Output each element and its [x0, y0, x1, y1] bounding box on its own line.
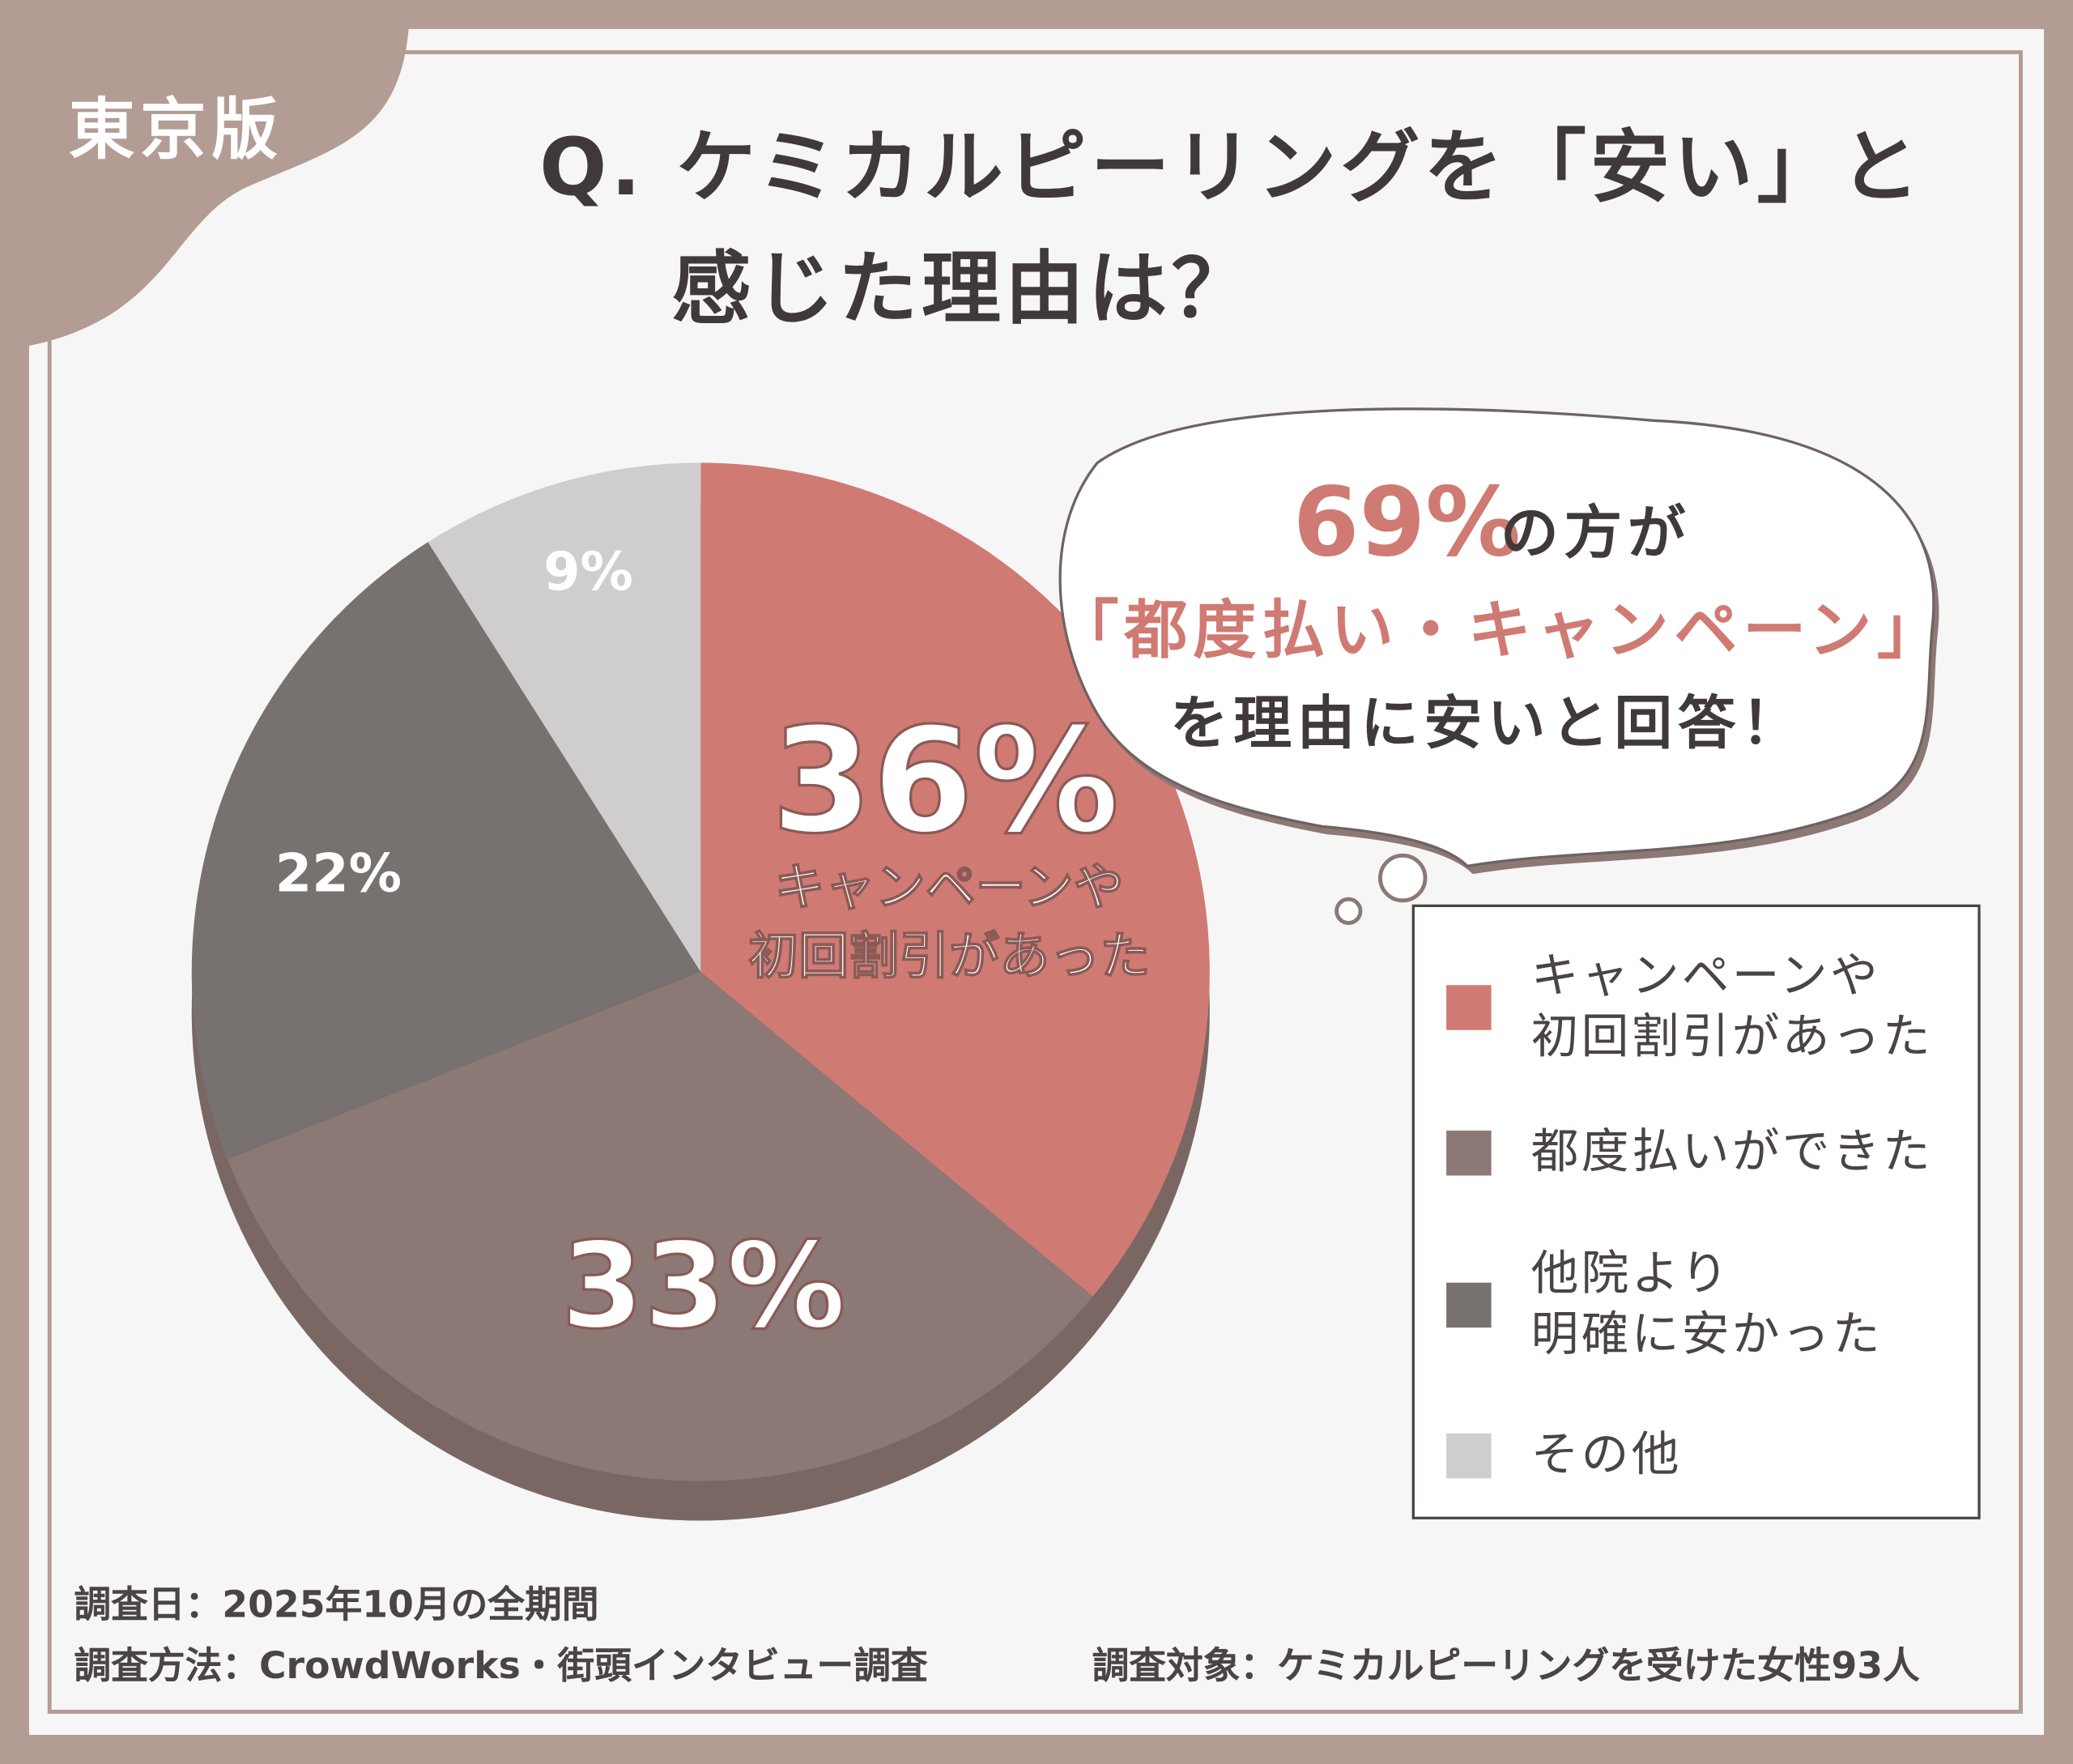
legend-swatch [1446, 1282, 1492, 1328]
legend-swatch [1446, 1433, 1492, 1479]
legend-item: キャンペーンや 初回割引があった [1446, 947, 1933, 1068]
callout-line2: 「都度払い・キャンペーン」 [1055, 594, 1946, 667]
slice-inline-label: 初回割引があった [748, 927, 1150, 986]
title-line-2: 感じた理由は？ [671, 243, 1255, 336]
legend-swatch [1446, 985, 1492, 1030]
region-badge: 東京版 [68, 91, 283, 168]
legend-item: 都度払いができた [1446, 1123, 1933, 1183]
legend-item: その他 [1446, 1425, 1682, 1486]
legend: キャンペーンや 初回割引があった 都度払いができた 他院より 明確に安かった そ… [1411, 904, 1981, 1519]
title-line-1: Q. ケミカルピーリングを「安い」と [539, 121, 1924, 215]
slice-value-label: 33% [561, 1216, 846, 1355]
pie-slice [227, 971, 1093, 1481]
inner-frame [47, 50, 2023, 1714]
slice-value-label: 22% [275, 842, 402, 904]
legend-label: 都度払いができた [1530, 1125, 1933, 1180]
legend-label: キャンペーンや 初回割引があった [1530, 949, 1933, 1065]
callout-line1-rest: の方が [1500, 498, 1691, 566]
survey-target: 調査対象：ケミカルピーリングを受けた女性93人 [1092, 1643, 1920, 1688]
slice-value-label: 36% [771, 697, 1119, 866]
legend-label: 他院より 明確に安かった [1530, 1246, 1883, 1362]
callout-line3: を理由に安いと回答！ [1170, 689, 1805, 757]
slice-value-label: 9% [543, 541, 633, 603]
pie-slice [428, 462, 701, 972]
survey-date: 調査日：2025年10月の全期間 [74, 1583, 599, 1627]
callout-highlight: 69% [1293, 467, 1521, 578]
legend-label: その他 [1530, 1428, 1682, 1483]
legend-swatch [1446, 1130, 1492, 1176]
legend-item: 他院より 明確に安かった [1446, 1244, 1883, 1366]
pie-slice [191, 542, 701, 1160]
corner-badge-shape [0, 0, 411, 347]
slice-inline-label: キャンペーンや [775, 858, 1124, 917]
survey-method: 調査方法：CrowdWorks・街頭インタビュー調査 [74, 1643, 928, 1688]
